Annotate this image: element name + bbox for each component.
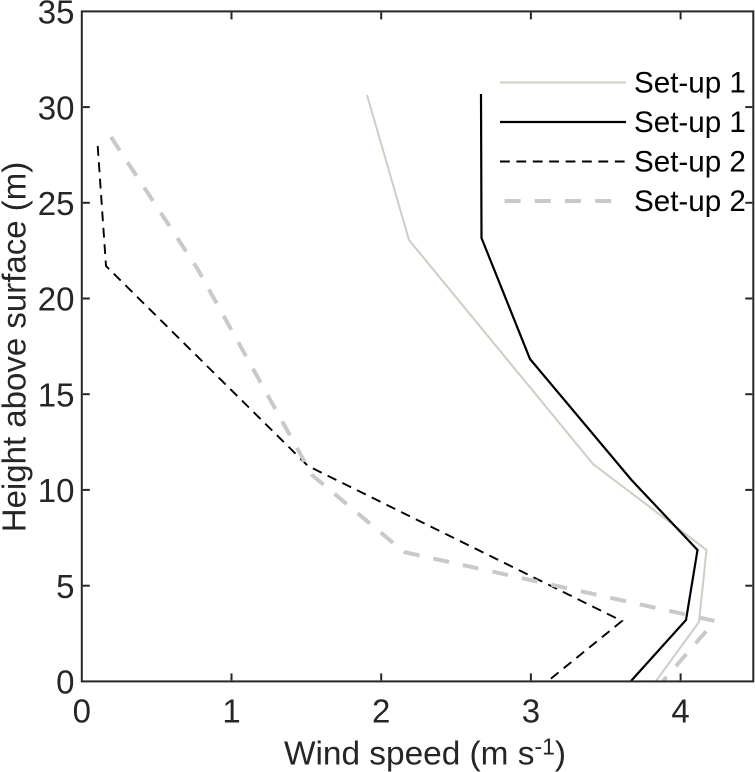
svg-text:30: 30 (38, 89, 75, 126)
svg-text:0: 0 (56, 664, 74, 701)
svg-text:Set-up 2: Set-up 2 (634, 146, 746, 179)
svg-text:4: 4 (671, 693, 689, 730)
svg-text:Wind speed (m s-1): Wind speed (m s-1) (284, 734, 566, 772)
svg-text:Set-up 1: Set-up 1 (634, 106, 746, 139)
svg-text:Set-up 1: Set-up 1 (634, 67, 746, 100)
svg-text:35: 35 (38, 0, 75, 31)
svg-text:15: 15 (38, 376, 75, 413)
svg-text:Set-up 2: Set-up 2 (634, 185, 746, 218)
svg-text:0: 0 (73, 693, 91, 730)
svg-text:3: 3 (522, 693, 540, 730)
svg-text:Height above surface (m): Height above surface (m) (0, 162, 33, 533)
svg-text:25: 25 (38, 185, 75, 222)
svg-text:2: 2 (372, 693, 390, 730)
svg-text:5: 5 (56, 568, 74, 605)
svg-text:20: 20 (38, 281, 75, 318)
svg-text:10: 10 (38, 472, 75, 509)
svg-text:1: 1 (222, 693, 240, 730)
